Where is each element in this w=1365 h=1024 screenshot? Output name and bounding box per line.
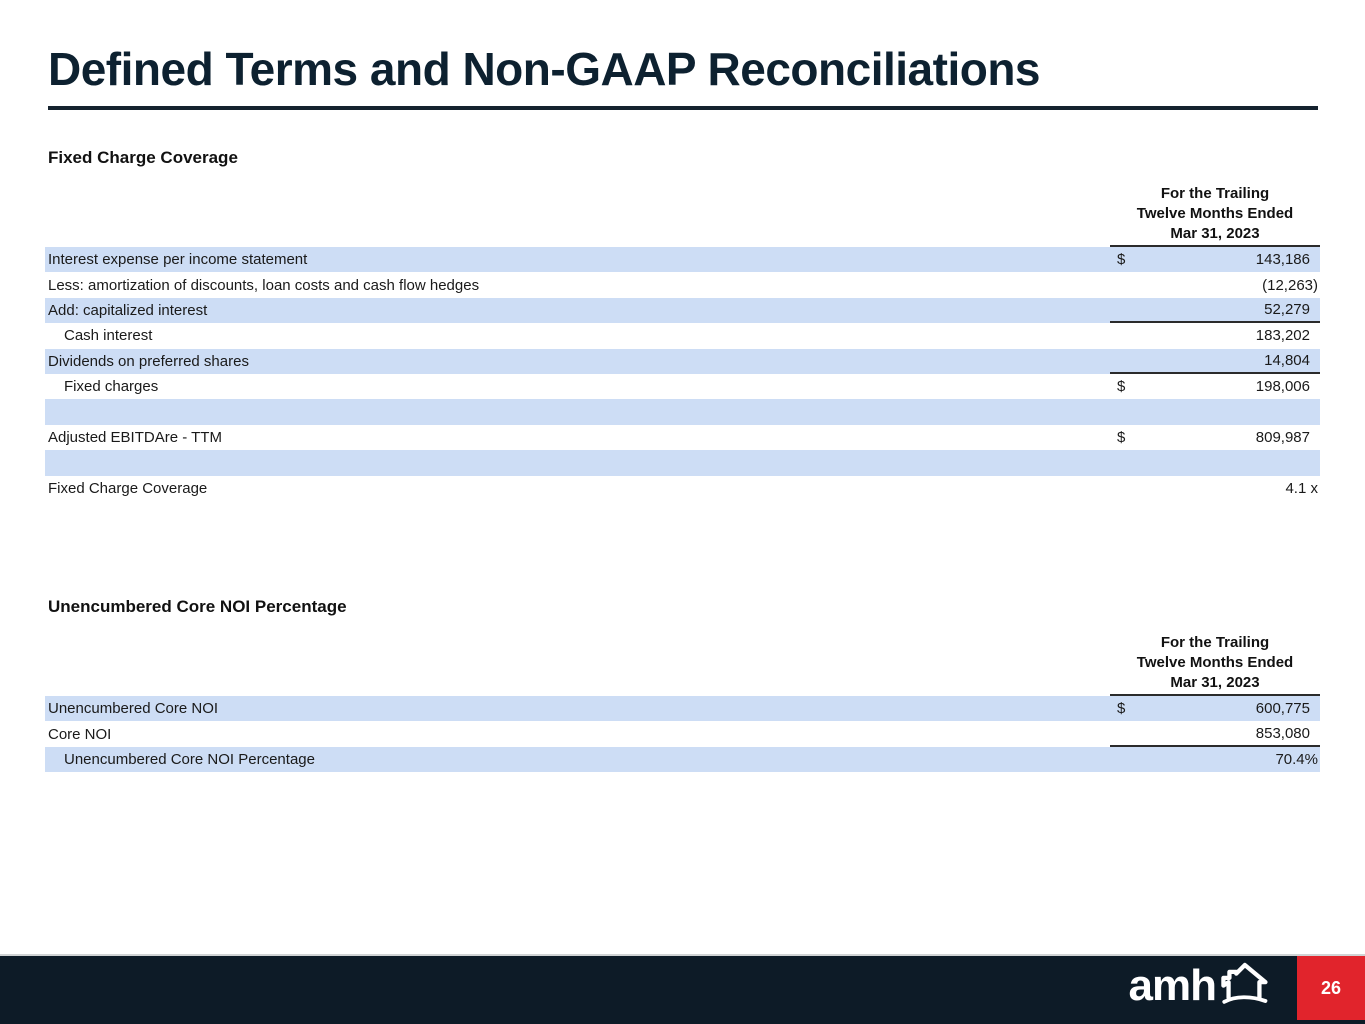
dollar-sign: $ (1117, 428, 1126, 446)
row-value-cell (1110, 399, 1320, 424)
table-row: Fixed charges $ 198,006 (45, 374, 1320, 399)
column-header-line: For the Trailing (1160, 634, 1270, 651)
table-row: Core NOI 853,080 (45, 721, 1320, 747)
row-value: 853,080 (1255, 724, 1310, 742)
fixed-charge-coverage-section: Fixed Charge Coverage For the Trailing T… (45, 148, 1320, 501)
row-value-cell: $ 600,775 (1110, 696, 1320, 721)
table-row-spacer (45, 399, 1320, 425)
page-title: Defined Terms and Non-GAAP Reconciliatio… (48, 43, 1041, 95)
dollar-sign: $ (1117, 378, 1126, 396)
row-value-cell: 853,080 (1110, 721, 1320, 747)
row-value-cell: 52,279 (1110, 298, 1320, 324)
row-label: Fixed charges (64, 378, 159, 396)
table-row: Dividends on preferred shares 14,804 (45, 348, 1320, 374)
row-label: Add: capitalized interest (48, 301, 208, 319)
table-row-spacer (45, 450, 1320, 476)
row-value: 52,279 (1264, 300, 1310, 318)
row-label: Adjusted EBITDAre - TTM (48, 428, 222, 446)
row-value: 70.4% (1275, 750, 1318, 768)
row-value-cell: 183,202 (1110, 323, 1320, 348)
column-header: For the Trailing Twelve Months Ended Mar… (1110, 184, 1320, 247)
row-value-cell: $ 198,006 (1110, 374, 1320, 399)
row-value: (12,263) (1262, 276, 1318, 294)
title-rule (48, 106, 1318, 110)
row-label: Core NOI (48, 725, 112, 743)
row-value: 198,006 (1255, 378, 1310, 396)
column-header-line: For the Trailing (1160, 185, 1270, 202)
column-header-line: Mar 31, 2023 (1170, 674, 1260, 691)
table-row: Adjusted EBITDAre - TTM $ 809,987 (45, 425, 1320, 450)
row-value-cell: $ 809,987 (1110, 425, 1320, 450)
table-row: Cash interest 183,202 (45, 323, 1320, 348)
row-value-cell: 14,804 (1110, 349, 1320, 374)
amh-logo: amh (1128, 961, 1270, 1010)
table-row: Add: capitalized interest 52,279 (45, 297, 1320, 324)
row-value-cell (1110, 450, 1320, 475)
table-row: Unencumbered Core NOI $ 600,775 (45, 696, 1320, 722)
section-title: Unencumbered Core NOI Percentage (48, 597, 347, 616)
page-number-badge: 26 (1297, 956, 1365, 1020)
section-title: Fixed Charge Coverage (48, 148, 238, 167)
row-value-cell: 70.4% (1110, 747, 1320, 772)
row-value: 600,775 (1255, 700, 1310, 718)
column-header: For the Trailing Twelve Months Ended Mar… (1110, 633, 1320, 696)
house-icon (1221, 962, 1268, 1004)
row-value: 143,186 (1255, 251, 1310, 269)
row-label: Unencumbered Core NOI (48, 700, 219, 718)
row-value: 4.1 x (1285, 479, 1318, 497)
unencumbered-core-noi-section: Unencumbered Core NOI Percentage For the… (45, 597, 1320, 773)
row-label: Interest expense per income statement (48, 251, 308, 269)
table-row: Interest expense per income statement $ … (45, 247, 1320, 273)
row-value: 183,202 (1255, 327, 1310, 345)
amh-logo-text: amh (1128, 961, 1217, 1010)
footer-bar: amh 26 (0, 954, 1365, 1024)
page-number: 26 (1320, 977, 1342, 998)
table-row: Fixed Charge Coverage 4.1 x (45, 476, 1320, 501)
table-row: Less: amortization of discounts, loan co… (45, 272, 1320, 297)
row-label: Fixed Charge Coverage (48, 479, 208, 497)
row-value-cell: 4.1 x (1110, 476, 1320, 501)
column-header-line: Mar 31, 2023 (1170, 225, 1260, 242)
row-value: 809,987 (1255, 428, 1310, 446)
row-value: 14,804 (1264, 351, 1310, 369)
dollar-sign: $ (1117, 700, 1126, 718)
table-row: Unencumbered Core NOI Percentage 70.4% (45, 746, 1320, 773)
row-label: Dividends on preferred shares (48, 352, 249, 370)
row-label: Less: amortization of discounts, loan co… (48, 276, 480, 294)
dollar-sign: $ (1117, 251, 1126, 269)
row-label: Cash interest (64, 327, 153, 345)
row-value-cell: $ 143,186 (1110, 247, 1320, 272)
row-value-cell: (12,263) (1110, 272, 1320, 297)
row-label: Unencumbered Core NOI Percentage (64, 750, 315, 768)
column-header-line: Twelve Months Ended (1136, 654, 1294, 671)
column-header-line: Twelve Months Ended (1136, 205, 1294, 222)
